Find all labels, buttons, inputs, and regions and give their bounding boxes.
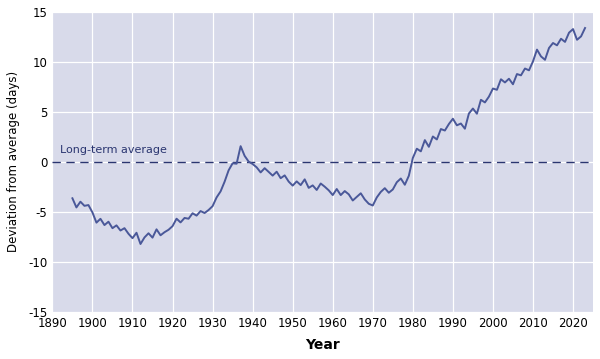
X-axis label: Year: Year (305, 338, 340, 352)
Text: Long-term average: Long-term average (61, 145, 167, 155)
Y-axis label: Deviation from average (days): Deviation from average (days) (7, 71, 20, 252)
